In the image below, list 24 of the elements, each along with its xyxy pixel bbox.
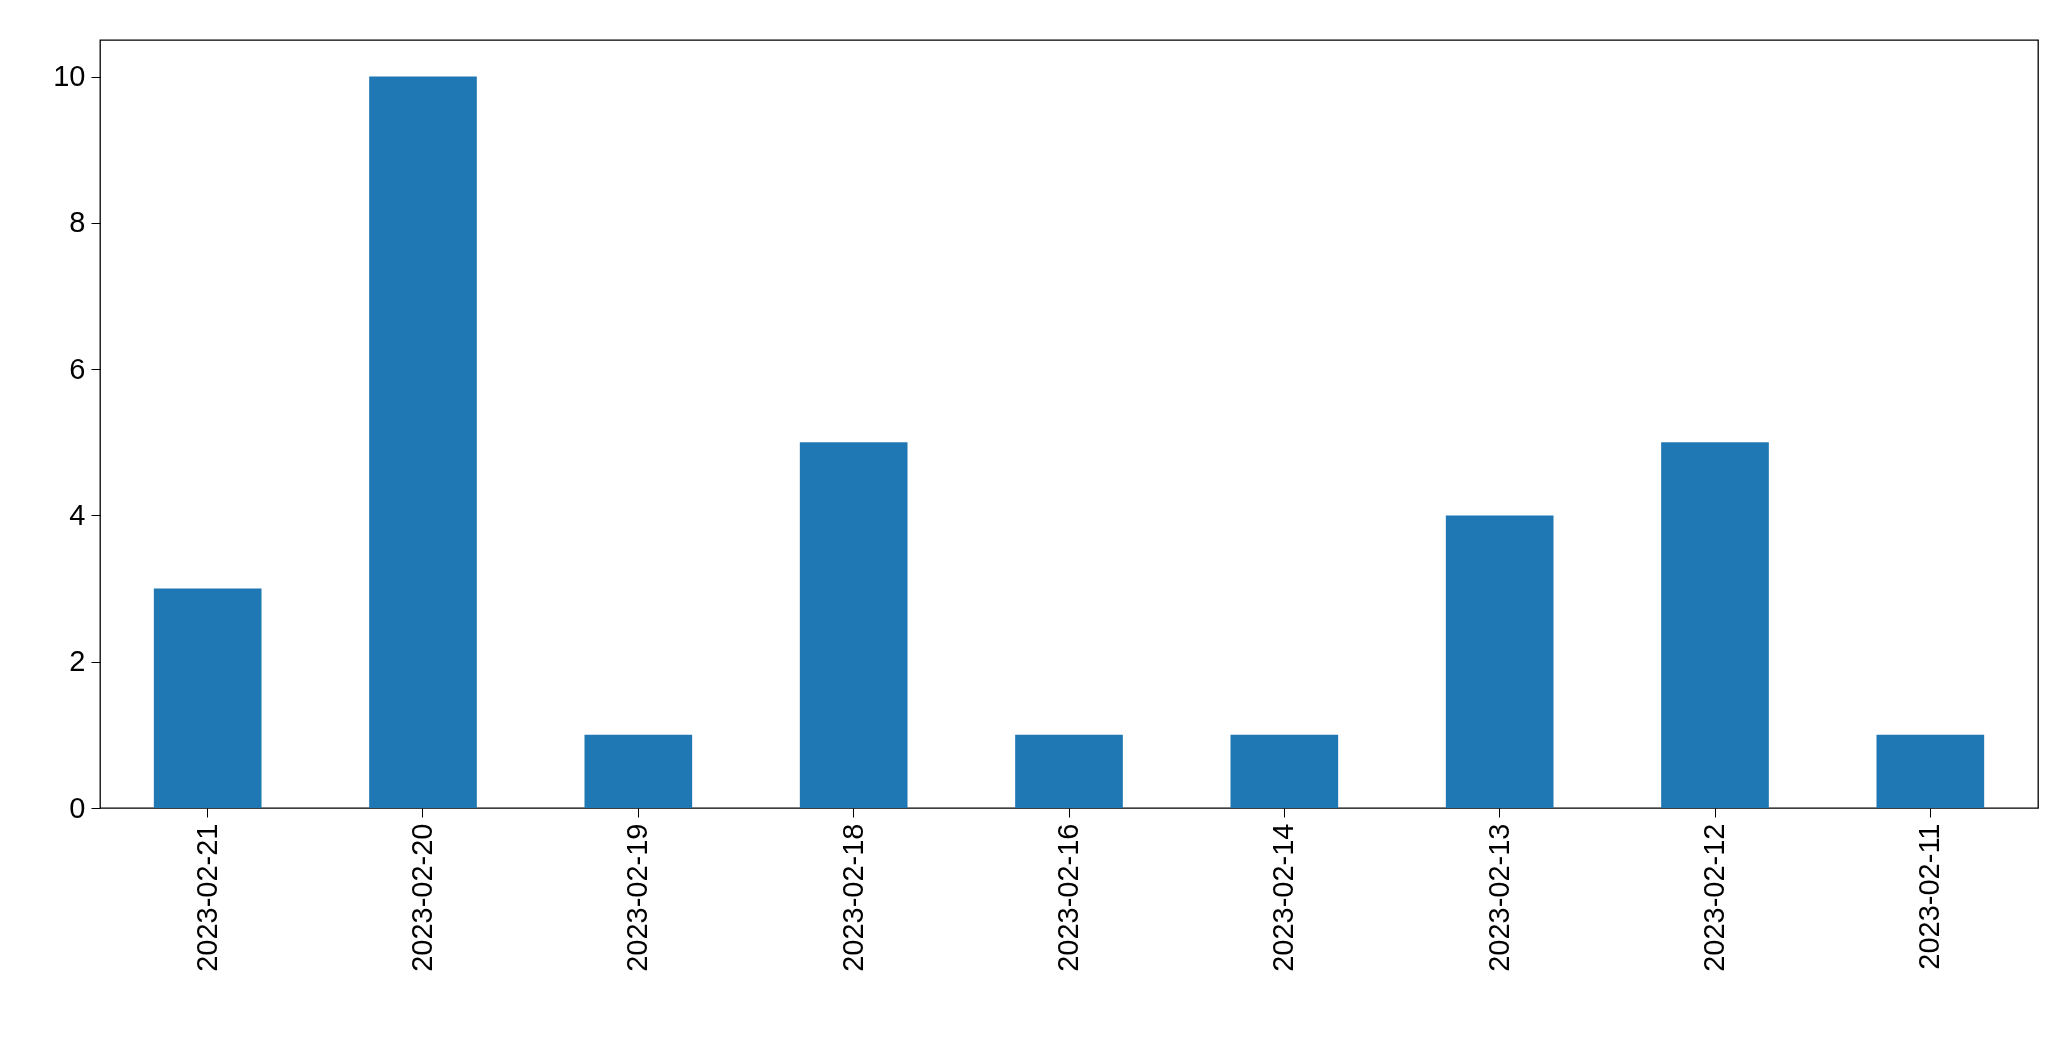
- y-tick-label: 0: [69, 791, 86, 824]
- y-tick-label: 2: [69, 645, 86, 678]
- x-tick-label: 2023-02-19: [621, 823, 654, 972]
- bar: [584, 734, 693, 808]
- x-tick-label: 2023-02-18: [836, 823, 869, 972]
- y-tick-label: 4: [69, 498, 86, 531]
- x-tick-label: 2023-02-20: [406, 823, 438, 972]
- bar: [1015, 734, 1123, 808]
- bar: [1230, 734, 1339, 808]
- x-tick-label: 2023-02-16: [1052, 823, 1084, 972]
- x-tick-label: 2023-02-11: [1913, 823, 1946, 970]
- x-tick-label: 2023-02-12: [1698, 823, 1730, 972]
- bar: [153, 588, 262, 808]
- bar: [1661, 442, 1769, 808]
- bar: [799, 442, 908, 808]
- bar: [1876, 734, 1985, 808]
- x-tick-label: 2023-02-14: [1267, 823, 1300, 972]
- y-tick-label: 10: [53, 60, 86, 93]
- bar: [369, 76, 477, 808]
- y-tick-label: 6: [69, 352, 86, 385]
- bar: [1445, 515, 1554, 808]
- x-tick-label: 2023-02-21: [190, 823, 223, 972]
- y-tick-label: 8: [69, 206, 86, 239]
- x-tick-label: 2023-02-13: [1482, 823, 1515, 972]
